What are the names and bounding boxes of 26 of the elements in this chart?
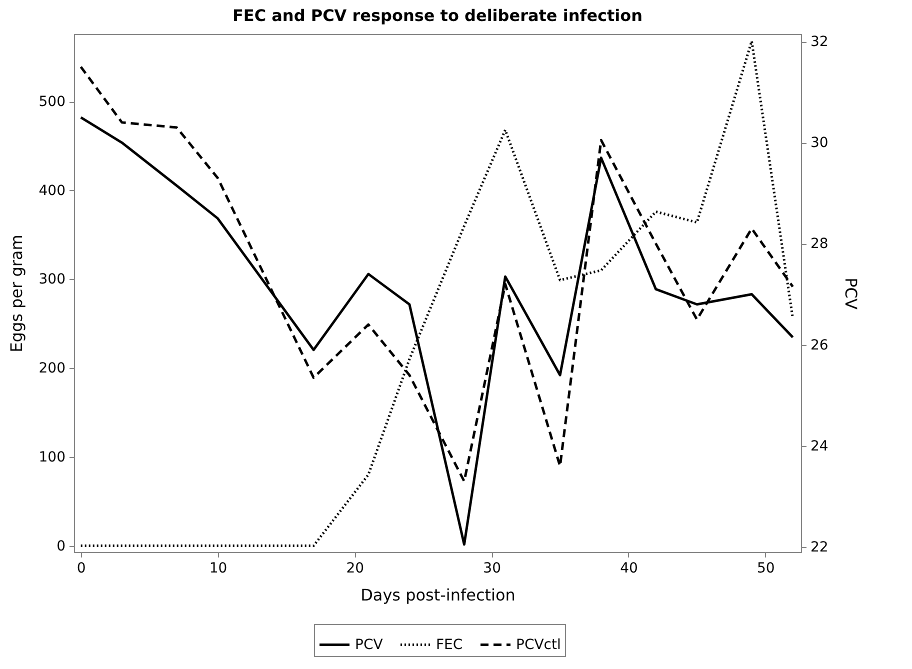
x-tick-label: 30 — [483, 560, 501, 576]
y2-tick-label: 28 — [810, 236, 828, 252]
x-tick-label: 40 — [620, 560, 638, 576]
y2-tick-label: 22 — [810, 539, 828, 556]
legend-label: PCVctl — [516, 636, 561, 653]
y-axis-title: Eggs per gram — [6, 234, 26, 352]
x-axis-title: Days post-infection — [360, 586, 516, 604]
y2-tick-label: 26 — [810, 337, 828, 354]
y-tick-label: 100 — [38, 449, 66, 466]
y-tick-label: 200 — [38, 360, 66, 377]
chart-title: FEC and PCV response to deliberate infection — [232, 6, 643, 25]
legend-label: FEC — [436, 636, 463, 653]
y2-tick-label: 32 — [810, 34, 828, 50]
x-tick-label: 0 — [76, 560, 86, 576]
y-tick-label: 300 — [38, 272, 66, 288]
y-tick-label: 0 — [56, 538, 66, 554]
x-tick-label: 20 — [346, 560, 364, 576]
x-tick-label: 10 — [209, 560, 228, 576]
x-tick-label: 50 — [756, 560, 775, 576]
y2-tick-label: 30 — [810, 135, 828, 152]
y-tick-label: 500 — [38, 94, 66, 110]
y2-axis-title: PCV — [841, 278, 860, 310]
legend-label: PCV — [355, 636, 384, 653]
y-tick-label: 400 — [38, 182, 66, 199]
line-series — [80, 40, 794, 548]
y2-tick-label: 24 — [810, 438, 828, 454]
